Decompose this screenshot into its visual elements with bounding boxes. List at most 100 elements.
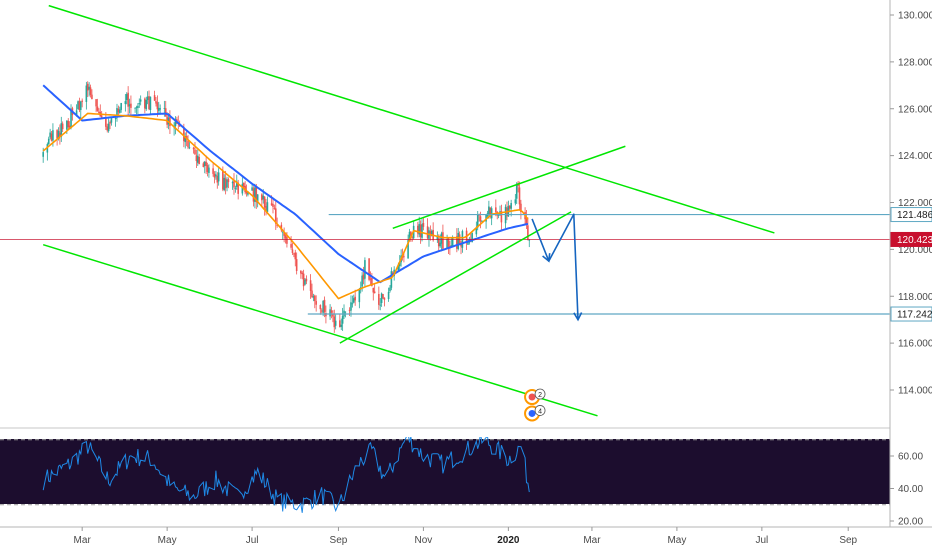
candle-body <box>252 188 255 202</box>
candle-body <box>320 310 323 312</box>
candle-body <box>116 108 118 118</box>
price-tick-label: 114.000 <box>898 386 932 397</box>
price-tag-current-text: 120.423 <box>897 235 932 246</box>
candle-body <box>311 290 313 298</box>
candle-body <box>339 320 341 328</box>
candle-body <box>436 236 439 241</box>
candle-body <box>352 298 355 303</box>
ema-fast-line[interactable] <box>42 112 529 300</box>
candle-body <box>418 224 421 235</box>
trendline[interactable] <box>339 211 572 344</box>
event-badge[interactable]: 2 <box>524 388 546 406</box>
projection-arrowhead <box>573 312 583 322</box>
candle-body <box>148 96 150 109</box>
candle-body <box>379 304 382 306</box>
candle-body <box>106 126 109 131</box>
candle-body <box>262 195 265 200</box>
candle-body <box>124 101 127 105</box>
price-axis[interactable]: 130.000 128.000 126.000 124.000 122.000 120.0… <box>890 11 932 397</box>
candle-body <box>234 187 237 189</box>
price-pane[interactable] <box>0 4 890 417</box>
time-axis[interactable]: Mar May Jul Sep Nov 2020 Mar May Jul Sep <box>74 527 858 546</box>
candle-body <box>146 96 149 101</box>
price-tick-label: 118.000 <box>898 292 932 303</box>
candle-body <box>109 121 111 124</box>
candle-body <box>378 294 380 305</box>
price-tick-label: 130.000 <box>898 11 932 22</box>
candle-body <box>408 231 411 240</box>
rsi-pane[interactable] <box>0 433 890 513</box>
candle-body <box>488 206 490 215</box>
candle-body <box>510 203 512 209</box>
candle-body <box>340 324 343 327</box>
candle-body <box>213 173 216 178</box>
candle-body <box>382 294 384 299</box>
event-count-bubble <box>534 405 546 416</box>
rsi-tick-label: 20.00 <box>898 517 923 528</box>
candle-body <box>380 293 383 303</box>
candle-body <box>481 220 483 222</box>
candle-body <box>145 99 148 110</box>
event-badge[interactable]: 4 <box>524 405 546 422</box>
time-tick-label: Nov <box>415 535 433 546</box>
candle-body <box>254 187 256 202</box>
trendline[interactable] <box>48 4 775 234</box>
time-tick-label: Mar <box>74 535 92 546</box>
candle-body <box>508 205 511 209</box>
candle-body <box>369 278 372 280</box>
candle-body <box>528 239 531 241</box>
candle-body <box>149 96 152 110</box>
candle-body <box>105 118 107 127</box>
trendline[interactable] <box>392 145 626 229</box>
candle-body <box>341 316 344 324</box>
candle-body <box>52 130 54 141</box>
candle-body <box>364 260 366 279</box>
candle-body <box>107 123 110 132</box>
event-badges[interactable]: 24 <box>524 388 546 422</box>
rsi-axis[interactable]: 60.00 40.00 20.00 <box>890 452 923 528</box>
candle-body <box>421 224 423 238</box>
rsi-tick-label: 40.00 <box>898 484 923 495</box>
candle-body <box>127 92 129 107</box>
candle-body <box>368 258 370 280</box>
candle-body <box>479 216 482 222</box>
candle-body <box>155 101 157 104</box>
candle-body <box>300 270 302 274</box>
candle-body <box>515 183 518 199</box>
time-tick-label: Mar <box>583 535 601 546</box>
candle-body <box>344 311 347 313</box>
candle-body <box>139 99 142 102</box>
candle-body <box>265 206 267 211</box>
candle-body <box>422 223 425 227</box>
candle-body <box>330 310 333 313</box>
candle-body <box>266 202 269 212</box>
candle-body <box>490 208 493 219</box>
trendline[interactable] <box>42 243 598 417</box>
candle-body <box>467 242 469 245</box>
candle-body <box>525 217 528 226</box>
candle-body <box>270 203 273 206</box>
projection-arrowhead <box>542 253 551 263</box>
candle-body <box>187 140 189 148</box>
candle-body <box>208 167 210 173</box>
candle-body <box>426 226 429 239</box>
price-tag-resistance <box>890 207 932 223</box>
candle-body <box>164 108 167 117</box>
candle-body <box>70 110 72 128</box>
projection-path[interactable] <box>531 213 579 320</box>
candle-body <box>192 147 195 150</box>
candle-body <box>117 108 120 113</box>
candle-body <box>442 232 444 249</box>
rsi-line[interactable] <box>42 433 530 513</box>
candle-body <box>272 203 274 207</box>
candle-body <box>224 178 227 189</box>
candle-body <box>293 253 295 255</box>
price-tick-label: 122.000 <box>898 198 932 209</box>
candle-body <box>403 256 405 258</box>
candle-body <box>195 155 198 162</box>
candle-body <box>59 132 61 138</box>
candle-body <box>456 236 458 249</box>
price-tag-target-text: 117.242 <box>897 310 932 321</box>
candle-body <box>79 101 82 110</box>
